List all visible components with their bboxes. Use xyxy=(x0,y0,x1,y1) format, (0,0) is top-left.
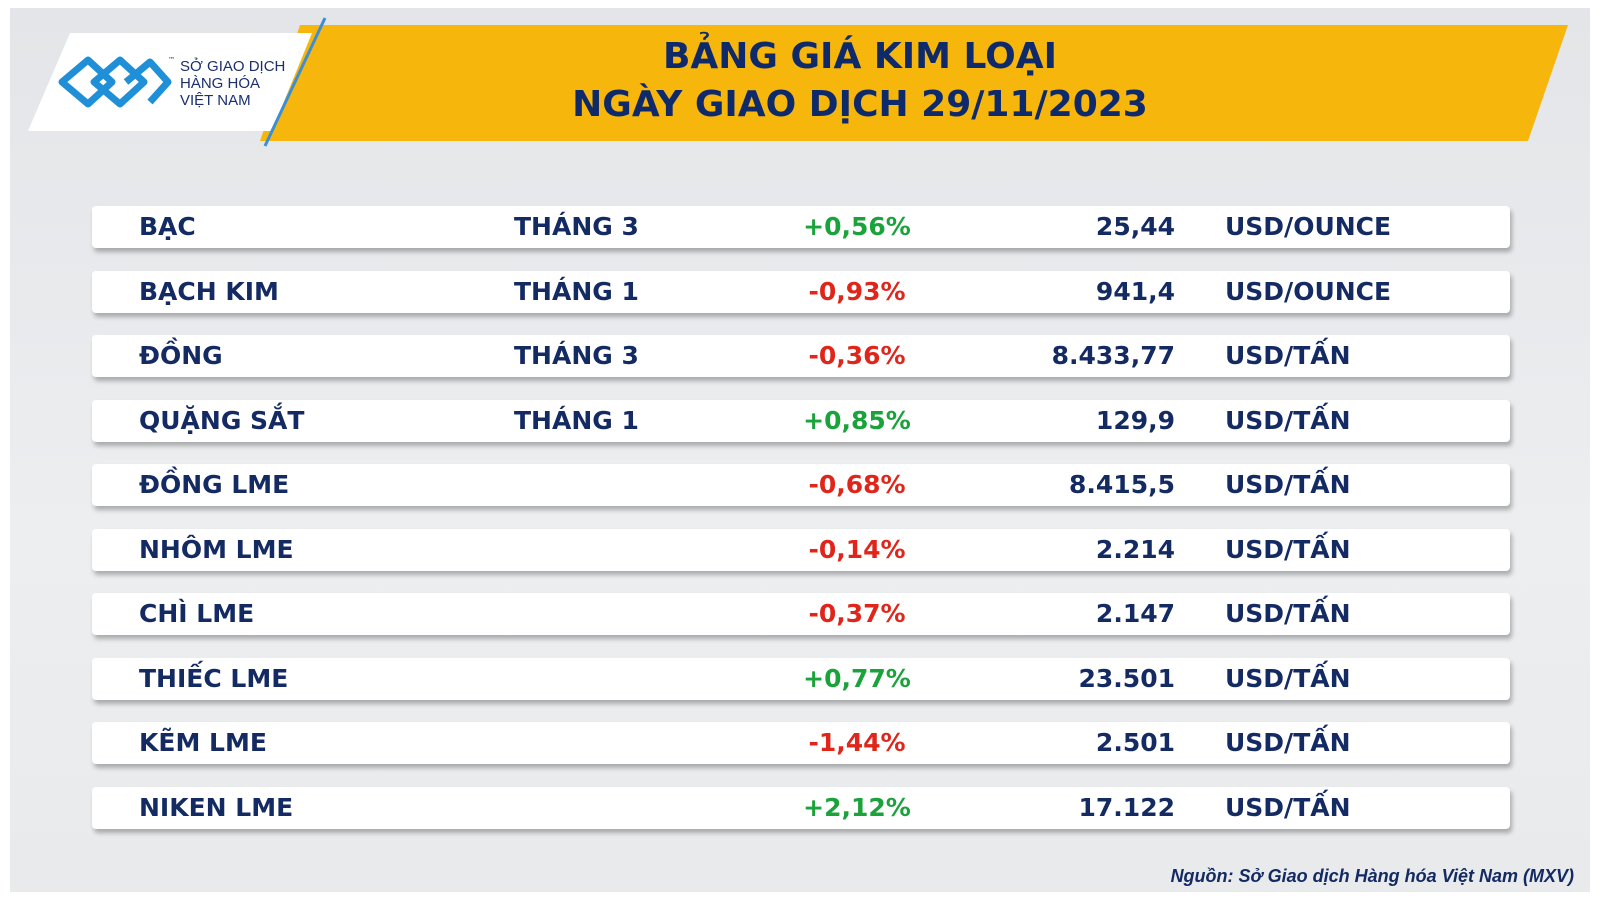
metal-name: BẠC xyxy=(139,212,196,241)
table-row: ĐỒNG LME -0,68% 8.415,5 USD/TẤN xyxy=(92,464,1510,506)
table-row: CHÌ LME -0,37% 2.147 USD/TẤN xyxy=(92,593,1510,635)
table-row: QUẶNG SẮT THÁNG 1 +0,85% 129,9 USD/TẤN xyxy=(92,399,1510,442)
price: 8.415,5 xyxy=(1069,470,1175,499)
price: 23.501 xyxy=(1078,663,1175,693)
table-row: ĐỒNG THÁNG 3 -0,36% 8.433,77 USD/TẤN xyxy=(92,335,1510,377)
table-row: THIẾC LME +0,77% 23.501 USD/TẤN xyxy=(92,657,1510,700)
change: -0,36% xyxy=(808,341,906,370)
header-banner: ™ xyxy=(28,17,1568,147)
change: -0,68% xyxy=(808,470,906,499)
table-row: NHÔM LME -0,14% 2.214 USD/TẤN xyxy=(92,528,1510,571)
contract-month: THÁNG 1 xyxy=(514,276,639,306)
unit: USD/OUNCE xyxy=(1225,212,1392,241)
change: -0,14% xyxy=(808,534,906,564)
accent-line xyxy=(263,17,327,147)
logo-text: VIỆT NAM xyxy=(180,92,251,109)
metal-name: NIKEN LME xyxy=(139,792,294,822)
metal-name: NHÔM LME xyxy=(139,534,294,564)
metal-name: ĐỒNG xyxy=(139,341,223,370)
logo-trademark: ™ xyxy=(168,56,175,64)
price: 129,9 xyxy=(1095,405,1175,435)
metal-name: QUẶNG SẮT xyxy=(139,405,305,435)
unit: USD/TẤN xyxy=(1225,341,1351,370)
unit: USD/TẤN xyxy=(1225,534,1351,564)
metal-name: THIẾC LME xyxy=(139,663,289,693)
unit: USD/TẤN xyxy=(1225,728,1351,757)
table-row: NIKEN LME +2,12% 17.122 USD/TẤN xyxy=(92,786,1510,829)
table-row: KẼM LME -1,44% 2.501 USD/TẤN xyxy=(92,722,1510,764)
title-band xyxy=(260,25,1568,141)
change: +0,85% xyxy=(803,405,911,435)
price: 2.147 xyxy=(1095,599,1175,628)
logo-text: SỞ GIAO DỊCH xyxy=(180,58,286,75)
logo-mark xyxy=(58,56,172,108)
price: 17.122 xyxy=(1078,792,1175,822)
metal-name: BẠCH KIM xyxy=(139,276,279,306)
change: +0,77% xyxy=(803,663,911,693)
price: 25,44 xyxy=(1095,212,1175,241)
source-note: Nguồn: Sở Giao dịch Hàng hóa Việt Nam (M… xyxy=(1170,866,1574,886)
change: -1,44% xyxy=(808,728,906,757)
logo-text: HÀNG HÓA xyxy=(180,75,261,92)
price: 8.433,77 xyxy=(1051,341,1175,370)
metal-name: KẼM LME xyxy=(139,728,267,757)
change: -0,37% xyxy=(808,599,906,628)
price: 941,4 xyxy=(1095,276,1175,306)
price: 2.501 xyxy=(1095,728,1175,757)
table-row: BẠCH KIM THÁNG 1 -0,93% 941,4 USD/OUNCE xyxy=(92,270,1510,313)
title: NGÀY GIAO DỊCH 29/11/2023 xyxy=(572,84,1148,125)
unit: USD/TẤN xyxy=(1225,470,1351,499)
unit: USD/OUNCE xyxy=(1225,276,1392,306)
metal-name: ĐỒNG LME xyxy=(139,470,290,499)
unit: USD/TẤN xyxy=(1225,792,1351,822)
contract-month: THÁNG 3 xyxy=(514,212,639,241)
unit: USD/TẤN xyxy=(1225,405,1351,435)
change: +2,12% xyxy=(803,792,911,822)
contract-month: THÁNG 1 xyxy=(514,405,639,435)
price: 2.214 xyxy=(1095,534,1175,564)
change: -0,93% xyxy=(808,276,906,306)
change: +0,56% xyxy=(803,212,911,241)
unit: USD/TẤN xyxy=(1225,599,1351,628)
unit: USD/TẤN xyxy=(1225,663,1351,693)
metal-name: CHÌ LME xyxy=(139,599,255,628)
title: BẢNG GIÁ KIM LOẠI xyxy=(662,36,1057,77)
table-row: BẠC THÁNG 3 +0,56% 25,44 USD/OUNCE xyxy=(92,206,1510,248)
contract-month: THÁNG 3 xyxy=(514,341,639,370)
